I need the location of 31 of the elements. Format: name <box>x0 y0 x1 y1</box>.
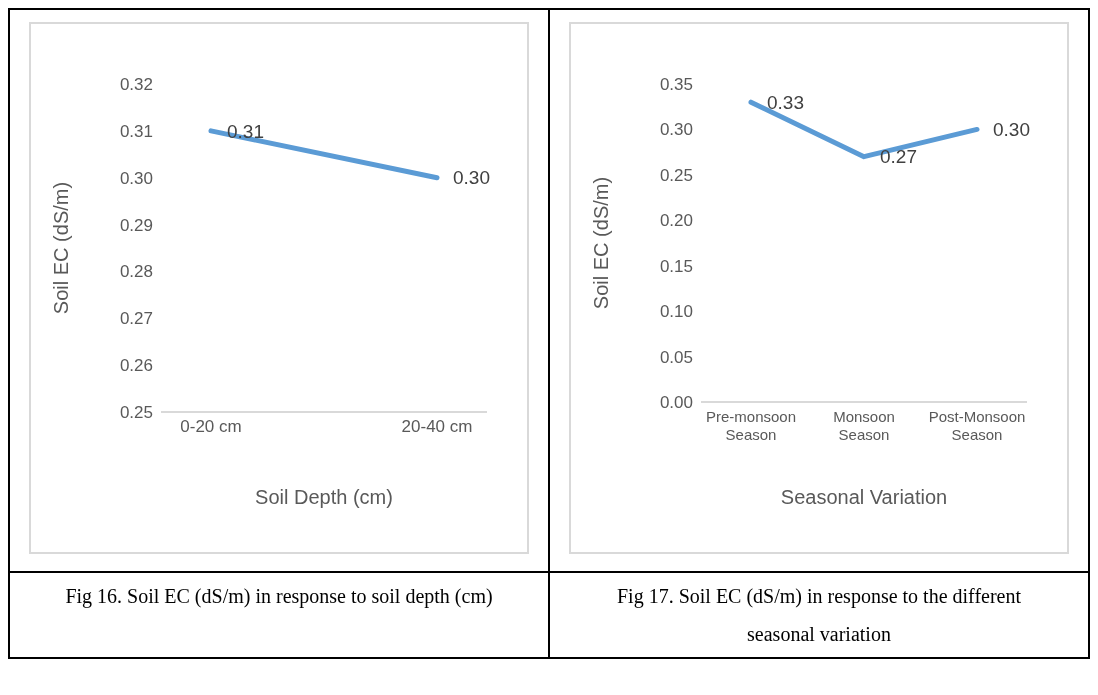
y-tick-label: 0.25 <box>119 403 153 423</box>
x-tick-label: 0-20 cm <box>180 417 242 436</box>
caption: Fig 17. Soil EC (dS/m) in response to the different seasonal variation <box>615 584 1022 647</box>
y-tick-label: 0.29 <box>119 215 153 235</box>
data-label: 0.30 <box>993 119 1030 141</box>
y-tick-label: 0.20 <box>659 211 693 231</box>
y-tick-label: 0.28 <box>119 262 153 282</box>
y-tick-label: 0.10 <box>659 302 693 322</box>
y-tick-label: 0.32 <box>119 75 153 95</box>
y-tick-label: 0.31 <box>119 121 153 141</box>
data-label: 0.30 <box>453 167 490 189</box>
y-tick-label: 0.25 <box>659 165 693 185</box>
x-tick-label: Post-Monsoon Season <box>928 408 1026 443</box>
y-tick-label: 0.26 <box>119 356 153 376</box>
y-tick-label: 0.15 <box>659 256 693 276</box>
y-tick-label: 0.00 <box>659 393 693 413</box>
x-axis-title: Soil Depth (cm) <box>255 486 393 508</box>
y-tick-label: 0.30 <box>659 120 693 140</box>
x-tick-label: 20-40 cm <box>401 417 473 436</box>
x-tick-label: Monsoon Season <box>833 408 895 443</box>
y-tick-label: 0.30 <box>119 168 153 188</box>
data-label: 0.33 <box>767 91 804 113</box>
y-tick-label: 0.27 <box>119 309 153 329</box>
data-label: 0.27 <box>880 146 917 168</box>
caption: Fig 16. Soil EC (dS/m) in response to soil depth (cm) <box>64 584 494 610</box>
x-tick-label: Pre-monsoon Season <box>705 408 797 443</box>
y-axis-title: Soil EC (dS/m) <box>50 181 73 315</box>
y-axis-title: Soil EC (dS/m) <box>590 176 613 310</box>
y-tick-label: 0.35 <box>659 75 693 95</box>
y-tick-label: 0.05 <box>659 347 693 367</box>
x-axis-title: Seasonal Variation <box>780 486 948 508</box>
